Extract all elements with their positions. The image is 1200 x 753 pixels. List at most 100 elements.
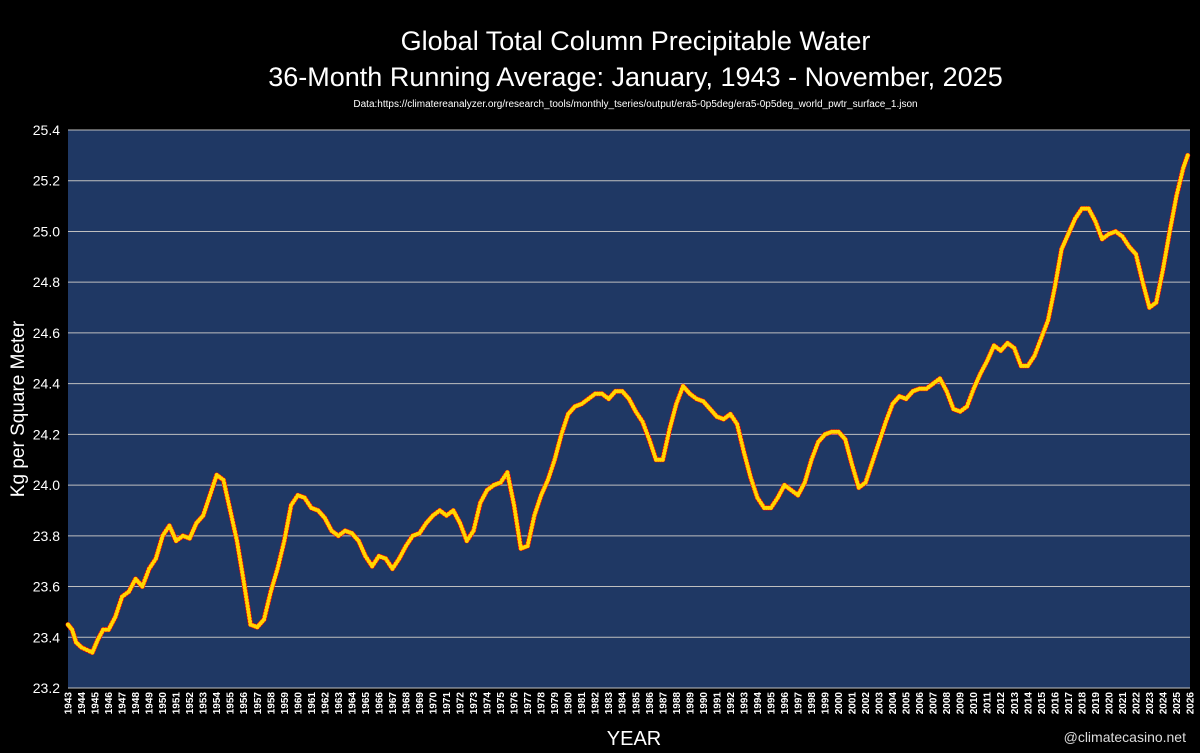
y-axis-label: Kg per Square Meter <box>8 320 29 497</box>
x-tick-label: 1950 <box>158 692 169 715</box>
data-marker <box>512 506 517 511</box>
x-tick-label: 1980 <box>564 692 575 715</box>
data-marker <box>517 537 522 542</box>
x-tick-label: 2020 <box>1104 692 1115 715</box>
x-tick-label: 2023 <box>1145 692 1156 715</box>
x-tick-label: 1975 <box>496 692 507 715</box>
x-tick-label: 2001 <box>848 692 859 715</box>
x-tick-label: 1978 <box>537 692 548 715</box>
data-marker <box>238 560 243 565</box>
x-tick-label: 1994 <box>753 692 764 715</box>
data-marker <box>513 512 518 517</box>
data-marker <box>239 566 244 572</box>
x-tick-label: 1970 <box>428 692 439 715</box>
x-tick-label: 2010 <box>969 692 980 715</box>
y-tick-label: 24.6 <box>33 325 60 341</box>
x-tick-label: 1984 <box>618 692 629 715</box>
data-marker <box>515 524 520 530</box>
x-tick-label: 2022 <box>1131 692 1142 715</box>
x-tick-label: 1973 <box>469 692 480 715</box>
y-tick-label: 25.2 <box>33 173 60 189</box>
y-tick-label: 23.2 <box>33 680 60 696</box>
x-tick-label: 1993 <box>739 692 750 715</box>
x-tick-label: 2014 <box>1023 692 1034 715</box>
x-tick-label: 2008 <box>942 692 953 715</box>
data-marker <box>236 548 241 553</box>
x-tick-label: 1943 <box>64 692 75 715</box>
data-marker <box>517 540 522 545</box>
x-tick-label: 1946 <box>104 692 115 715</box>
x-tick-label: 2004 <box>888 692 899 715</box>
x-tick-label: 1983 <box>604 692 615 715</box>
x-tick-label: 1997 <box>793 692 804 715</box>
x-axis-label: YEAR <box>607 728 661 750</box>
data-marker <box>247 619 253 624</box>
chart-title: Global Total Column Precipitable Water <box>400 26 871 56</box>
data-marker <box>244 597 249 603</box>
data-marker <box>239 563 244 568</box>
y-tick-label: 24.8 <box>33 274 60 290</box>
data-marker <box>235 545 241 550</box>
x-tick-label: 1961 <box>307 692 318 715</box>
x-tick-label: 1969 <box>415 692 426 715</box>
x-tick-label: 1947 <box>118 692 129 715</box>
data-marker <box>240 573 245 578</box>
y-tick-label: 24.2 <box>33 426 60 442</box>
x-tick-label: 1986 <box>645 692 656 715</box>
x-tick-label: 1962 <box>320 692 331 715</box>
x-tick-label: 1996 <box>780 692 791 715</box>
y-tick-label: 23.8 <box>33 528 60 544</box>
x-tick-label: 1979 <box>550 692 561 715</box>
x-tick-label: 2013 <box>1010 692 1021 715</box>
x-tick-label: 1960 <box>293 692 304 715</box>
x-tick-label: 1981 <box>577 692 588 715</box>
data-marker <box>246 610 251 615</box>
y-tick-label: 25.0 <box>33 223 60 239</box>
x-tick-label: 1976 <box>510 692 521 715</box>
x-tick-label: 2017 <box>1064 692 1075 715</box>
x-tick-label: 2005 <box>902 692 913 715</box>
data-marker <box>237 557 243 562</box>
x-tick-label: 1992 <box>726 692 737 715</box>
x-tick-label: 1989 <box>685 692 696 715</box>
data-marker <box>516 534 522 539</box>
data-marker <box>513 515 519 520</box>
x-tick-label: 2015 <box>1037 692 1048 715</box>
data-marker <box>235 541 240 547</box>
data-marker <box>516 531 521 536</box>
x-tick-label: 1963 <box>334 692 345 715</box>
x-tick-label: 1971 <box>442 692 453 715</box>
x-tick-label: 2006 <box>915 692 926 715</box>
data-marker <box>244 594 249 599</box>
x-tick-label: 1998 <box>807 692 818 715</box>
data-marker <box>511 503 517 508</box>
data-marker <box>515 527 521 533</box>
x-tick-label: 1954 <box>212 692 223 715</box>
y-tick-label: 25.4 <box>33 122 60 138</box>
data-marker <box>241 576 246 581</box>
data-marker <box>514 518 519 523</box>
x-tick-label: 2000 <box>834 692 845 715</box>
x-tick-label: 2011 <box>983 692 994 714</box>
data-marker <box>243 588 248 593</box>
x-tick-label: 1955 <box>226 692 237 715</box>
data-marker <box>245 607 251 612</box>
x-tick-label: 1982 <box>591 692 602 715</box>
x-tick-label: 2002 <box>861 692 872 715</box>
x-tick-label: 1953 <box>199 692 210 715</box>
x-tick-label: 1952 <box>185 692 196 715</box>
data-marker <box>246 613 252 618</box>
x-tick-label: 2003 <box>875 692 886 715</box>
data-marker <box>236 551 242 556</box>
data-marker <box>237 554 242 559</box>
x-tick-label: 2026 <box>1186 692 1197 715</box>
x-tick-label: 1977 <box>523 692 534 715</box>
x-tick-label: 2012 <box>996 692 1007 715</box>
data-marker <box>514 521 520 526</box>
x-tick-label: 1965 <box>361 692 372 715</box>
x-tick-label: 1959 <box>280 692 291 715</box>
plot-area <box>68 130 1190 688</box>
data-marker <box>242 582 247 587</box>
x-tick-label: 1951 <box>172 692 183 715</box>
